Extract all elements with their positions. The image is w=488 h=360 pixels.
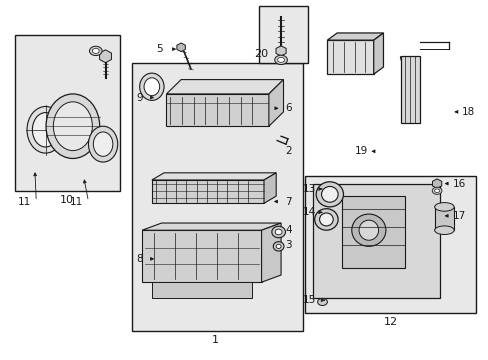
Ellipse shape <box>92 48 99 53</box>
Text: 7: 7 <box>285 197 291 207</box>
Text: 18: 18 <box>461 107 474 117</box>
Ellipse shape <box>144 78 159 96</box>
Polygon shape <box>142 223 281 230</box>
Ellipse shape <box>53 102 92 150</box>
Ellipse shape <box>276 244 281 248</box>
Text: 15: 15 <box>302 295 315 305</box>
Bar <box>142 230 261 282</box>
Polygon shape <box>327 33 383 40</box>
Bar <box>132 63 303 330</box>
Text: 2: 2 <box>285 146 291 156</box>
Polygon shape <box>166 80 283 94</box>
Polygon shape <box>264 173 276 203</box>
Ellipse shape <box>314 209 337 230</box>
Bar <box>15 35 120 191</box>
Ellipse shape <box>32 113 59 147</box>
Text: 8: 8 <box>136 254 142 264</box>
Ellipse shape <box>93 132 113 156</box>
Ellipse shape <box>319 213 332 226</box>
Text: 5: 5 <box>156 44 162 54</box>
Polygon shape <box>275 46 285 56</box>
Text: 3: 3 <box>285 239 291 249</box>
Ellipse shape <box>316 182 343 207</box>
Text: 10: 10 <box>60 195 73 205</box>
Text: 11: 11 <box>69 197 83 207</box>
Ellipse shape <box>271 226 285 238</box>
Ellipse shape <box>351 214 385 246</box>
Text: 16: 16 <box>451 179 465 189</box>
Ellipse shape <box>274 55 287 64</box>
Bar <box>305 176 475 313</box>
Text: 17: 17 <box>451 211 465 221</box>
Bar <box>341 196 405 268</box>
Ellipse shape <box>89 46 102 55</box>
Text: 9: 9 <box>136 93 142 103</box>
Ellipse shape <box>88 126 118 162</box>
Polygon shape <box>100 50 111 63</box>
Text: 20: 20 <box>254 49 268 59</box>
Bar <box>434 207 453 230</box>
Ellipse shape <box>46 94 100 158</box>
Ellipse shape <box>321 186 337 202</box>
Text: 6: 6 <box>285 103 291 113</box>
Text: 1: 1 <box>211 334 218 345</box>
Text: 12: 12 <box>383 317 397 327</box>
Ellipse shape <box>434 226 453 234</box>
Bar <box>152 282 251 298</box>
Polygon shape <box>166 94 268 126</box>
Polygon shape <box>373 33 383 74</box>
Ellipse shape <box>434 189 439 193</box>
Text: 11: 11 <box>18 197 31 207</box>
Ellipse shape <box>273 242 284 251</box>
Text: 19: 19 <box>354 146 367 156</box>
Ellipse shape <box>434 203 453 211</box>
Polygon shape <box>268 80 283 126</box>
Bar <box>400 56 419 123</box>
Text: 14: 14 <box>302 207 315 217</box>
Text: 13: 13 <box>302 184 315 194</box>
Text: 4: 4 <box>285 225 291 235</box>
Polygon shape <box>327 40 373 74</box>
Polygon shape <box>152 180 264 203</box>
Bar <box>312 184 439 298</box>
Polygon shape <box>152 173 276 180</box>
Polygon shape <box>177 43 185 51</box>
Ellipse shape <box>275 229 282 235</box>
Polygon shape <box>431 179 441 188</box>
Ellipse shape <box>140 73 163 100</box>
Ellipse shape <box>27 107 64 153</box>
Ellipse shape <box>277 57 284 62</box>
Ellipse shape <box>431 187 441 194</box>
Ellipse shape <box>317 298 327 306</box>
Ellipse shape <box>358 220 378 240</box>
Polygon shape <box>261 223 281 282</box>
Bar <box>259 6 307 63</box>
